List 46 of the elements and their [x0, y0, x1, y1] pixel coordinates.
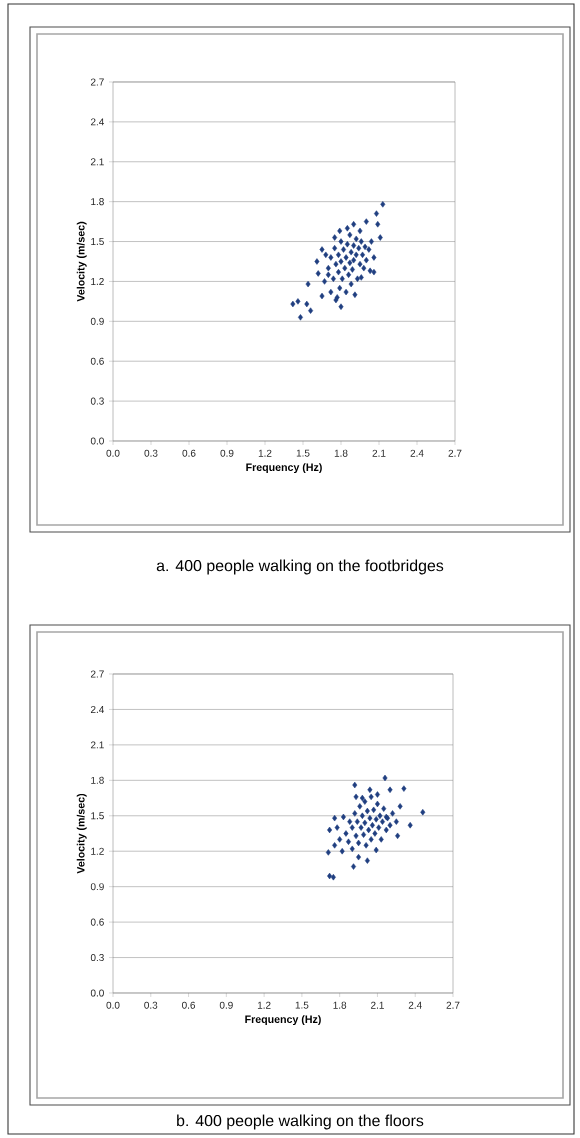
- y-tick-label: 2.4: [90, 705, 105, 713]
- x-tick-label: 1.2: [258, 449, 272, 457]
- text: a. 400 people walking on the footbridges: [156, 559, 444, 575]
- x-tick-label: 0.3: [144, 1001, 158, 1009]
- y-tick-label: 0.0: [90, 989, 104, 997]
- x-tick-label: 0.9: [219, 1001, 233, 1009]
- x-tick-label: 2.4: [410, 449, 424, 457]
- x-axis-title: Frequency (Hz): [246, 463, 322, 474]
- y-tick-label: 0.6: [90, 918, 104, 926]
- y-tick-label: 2.1: [90, 158, 104, 166]
- x-axis-title: Frequency (Hz): [245, 1015, 321, 1026]
- y-tick-label: 2.7: [90, 78, 104, 86]
- y-tick-label: 0.9: [90, 317, 104, 325]
- text: b. 400 people walking on the floors: [177, 1114, 424, 1130]
- x-tick-label: 1.8: [334, 449, 348, 457]
- x-tick-label: 2.7: [448, 449, 462, 457]
- x-tick-label: 0.0: [106, 1001, 120, 1009]
- y-tick-label: 0.6: [90, 357, 104, 365]
- x-tick-label: 1.2: [257, 1001, 271, 1009]
- y-tick-label: 2.7: [90, 670, 104, 678]
- x-tick-label: 0.9: [220, 449, 234, 457]
- x-tick-label: 1.5: [296, 449, 310, 457]
- y-tick-label: 0.0: [90, 437, 104, 445]
- y-tick-label: 2.1: [90, 741, 104, 749]
- y-tick-label: 1.8: [91, 776, 104, 784]
- y-tick-label: 1.2: [91, 277, 104, 285]
- x-tick-label: 0.6: [182, 449, 196, 457]
- x-tick-label: 0.6: [182, 1001, 196, 1009]
- y-tick-label: 1.2: [91, 847, 104, 855]
- y-tick-label: 1.8: [91, 198, 104, 206]
- x-tick-label: 2.7: [446, 1001, 460, 1009]
- y-tick-label: 0.3: [90, 397, 104, 405]
- y-axis-title: Velocity (m/sec): [76, 793, 87, 874]
- y-tick-label: 0.9: [90, 883, 104, 891]
- y-tick-label: 1.5: [91, 238, 104, 246]
- x-tick-label: 2.1: [372, 449, 386, 457]
- x-tick-label: 2.4: [408, 1001, 422, 1009]
- y-tick-label: 0.3: [90, 954, 104, 962]
- y-tick-label: 1.5: [91, 812, 104, 820]
- x-tick-label: 0.0: [106, 449, 120, 457]
- x-tick-label: 1.8: [333, 1001, 347, 1009]
- y-axis-title: Velocity (m/sec): [76, 221, 87, 302]
- y-tick-label: 2.4: [90, 118, 105, 126]
- x-tick-label: 2.1: [371, 1001, 384, 1009]
- x-tick-label: 1.5: [295, 1001, 309, 1009]
- x-tick-label: 0.3: [144, 449, 158, 457]
